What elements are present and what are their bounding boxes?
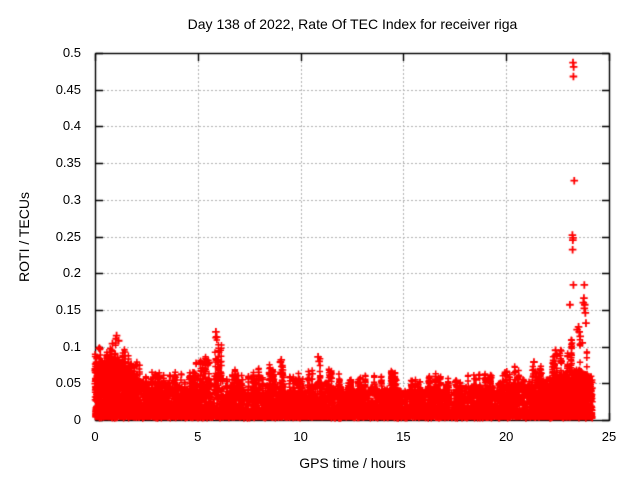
plot-canvas — [0, 0, 640, 480]
gnuplot-figure: { "chart_data": { "type": "scatter", "ti… — [0, 0, 640, 480]
